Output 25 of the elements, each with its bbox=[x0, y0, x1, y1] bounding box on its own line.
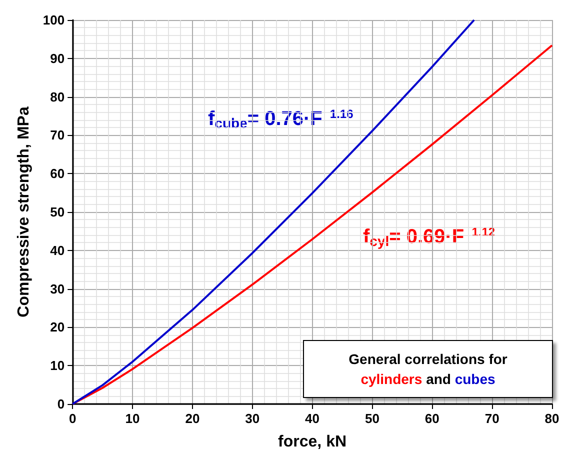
annotation: and bbox=[425, 371, 452, 387]
y-tick-label: 40 bbox=[50, 242, 65, 258]
x-tick-label: 20 bbox=[185, 411, 200, 426]
y-tick-label: 90 bbox=[50, 50, 65, 66]
y-tick-label: 30 bbox=[50, 281, 65, 296]
x-tick-label: 0 bbox=[68, 411, 76, 426]
y-tick-label: 80 bbox=[50, 89, 65, 104]
y-tick-label: 20 bbox=[50, 320, 65, 335]
x-tick-label: 40 bbox=[305, 411, 320, 426]
x-axis-title: force, kN bbox=[278, 434, 347, 450]
y-tick-label: 50 bbox=[50, 204, 65, 220]
x-tick-label: 30 bbox=[245, 411, 260, 426]
x-tick-label: 60 bbox=[424, 411, 440, 426]
note-box: General correlations for cylinders and cubes bbox=[303, 340, 553, 398]
annotation: General correlations for bbox=[348, 350, 508, 369]
x-tick-label: 80 bbox=[544, 411, 560, 426]
x-tick-label: 10 bbox=[125, 411, 140, 426]
y-axis-title: Compressive strength, MPa bbox=[16, 106, 32, 318]
x-tick-label: 50 bbox=[364, 411, 380, 426]
y-tick-label: 100 bbox=[42, 12, 65, 28]
y-tick-label: 60 bbox=[50, 166, 65, 182]
y-tick-label: 10 bbox=[50, 358, 65, 374]
x-tick-label: 70 bbox=[484, 411, 500, 426]
y-tick-label: 0 bbox=[57, 396, 65, 412]
y-tick-label: 70 bbox=[50, 128, 65, 143]
